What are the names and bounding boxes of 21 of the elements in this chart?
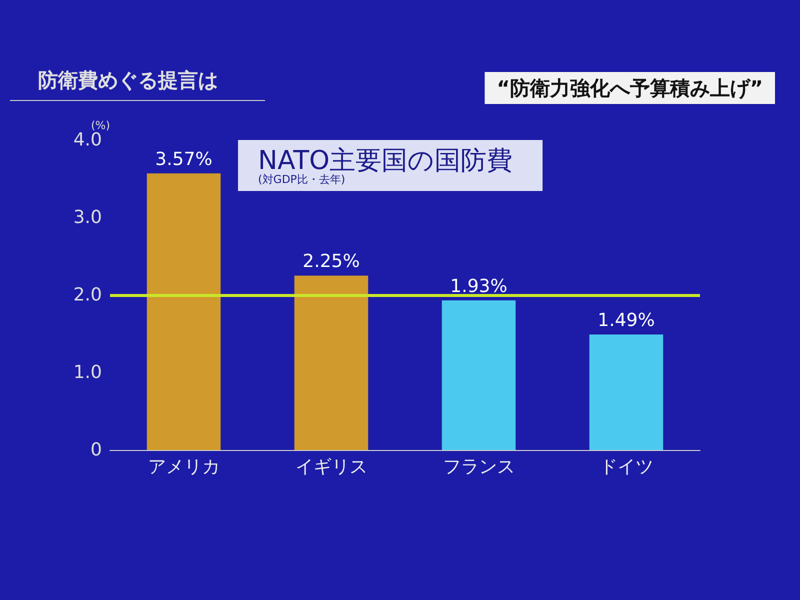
- data-label: 3.57%: [155, 148, 212, 170]
- y-tick-label: 2.0: [73, 284, 102, 306]
- x-tick-label: フランス: [442, 456, 515, 478]
- bar: [589, 334, 664, 450]
- y-tick-label: 4.0: [73, 130, 102, 150]
- y-tick-label: 0: [90, 440, 102, 460]
- data-label: 2.25%: [302, 251, 360, 272]
- x-tick-label: イギリス: [295, 456, 368, 478]
- text: “防衛力強化へ予算積み上げ”: [496, 76, 764, 100]
- x-tick-label: アメリカ: [148, 456, 220, 478]
- x-tick-label: ドイツ: [599, 456, 654, 478]
- y-tick-label: 3.0: [73, 207, 102, 228]
- data-label: 1.93%: [450, 276, 508, 297]
- bar: [146, 173, 221, 450]
- data-label: 1.49%: [598, 310, 655, 332]
- y-tick-label: 1.0: [73, 362, 102, 383]
- bar: [294, 276, 368, 450]
- y-axis-title: (%): [90, 119, 110, 132]
- text: 防衛費めぐる提言は: [38, 68, 218, 92]
- bar: [442, 300, 516, 450]
- text: (対GDP比・去年): [258, 173, 346, 186]
